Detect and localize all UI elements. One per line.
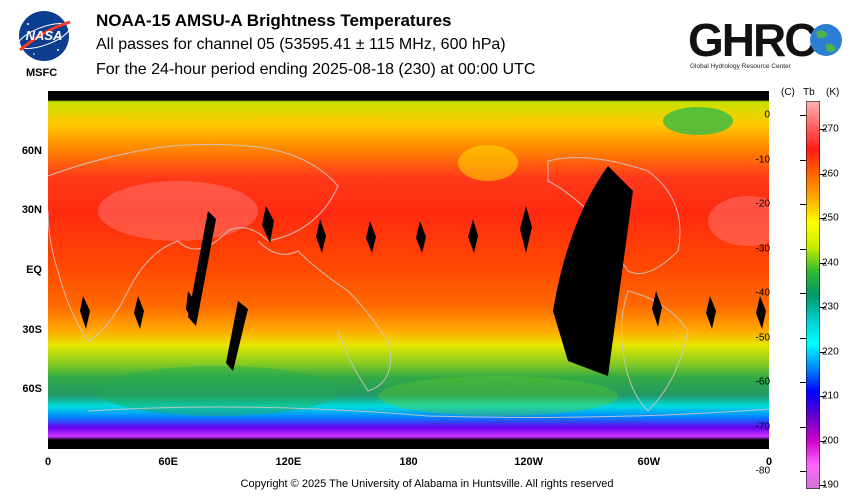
longitude-label: 0 bbox=[44, 456, 52, 468]
colorbar-tick-mark bbox=[800, 471, 806, 472]
longitude-label: 120E bbox=[275, 456, 302, 468]
longitude-label: 60E bbox=[158, 456, 178, 468]
longitude-label: 60W bbox=[637, 456, 661, 468]
colorbar-celsius-tick: -20 bbox=[755, 198, 770, 210]
colorbar-celsius-tick: -30 bbox=[755, 243, 770, 254]
colorbar-kelvin-tick: 190 bbox=[822, 479, 839, 491]
colorbar-kelvin-tick: 200 bbox=[822, 435, 839, 446]
colorbar-tick-mark bbox=[800, 115, 806, 116]
colorbar-tick-mark bbox=[820, 173, 826, 175]
colorbar-tick-mark bbox=[820, 218, 826, 219]
colorbar-tick-mark bbox=[820, 485, 826, 486]
copyright-text: Copyright © 2025 The University of Alaba… bbox=[240, 478, 614, 490]
colorbar-tick-mark bbox=[800, 248, 806, 250]
colorbar-celsius-tick: 0 bbox=[764, 109, 770, 121]
colorbar-celsius-tick: -10 bbox=[755, 154, 770, 165]
colorbar-header-tb: Tb bbox=[803, 87, 815, 98]
colorbar-kelvin-tick: 250 bbox=[822, 212, 839, 224]
colorbar-kelvin-tick: 260 bbox=[822, 168, 839, 179]
colorbar-tick-mark bbox=[800, 382, 806, 383]
colorbar-tick-mark bbox=[820, 440, 826, 442]
msfc-label: MSFC bbox=[26, 67, 58, 79]
colorbar-tick-mark bbox=[800, 337, 806, 339]
colorbar-celsius-tick: -60 bbox=[755, 376, 770, 388]
colorbar-kelvin-tick: 240 bbox=[822, 257, 839, 268]
latitude-label: EQ bbox=[26, 264, 42, 276]
colorbar bbox=[806, 101, 820, 489]
colorbar-tick-mark bbox=[820, 307, 826, 308]
colorbar-tick-mark bbox=[800, 293, 806, 294]
longitude-label: 120W bbox=[514, 456, 544, 468]
latitude-label: 30S bbox=[22, 323, 42, 336]
chart-title: NOAA-15 AMSU-A Brightness Temperatures bbox=[96, 11, 452, 30]
colorbar-celsius-tick: -80 bbox=[755, 465, 770, 477]
nasa-logo-text: NASA bbox=[26, 28, 63, 43]
brightness-temperature-map bbox=[48, 91, 769, 449]
colorbar-header-celsius: (C) bbox=[781, 87, 795, 98]
colorbar-header-kelvin: (K) bbox=[826, 87, 840, 98]
colorbar-kelvin-tick: 210 bbox=[822, 390, 839, 402]
channel-subtitle: All passes for channel 05 (53595.41 ± 11… bbox=[96, 36, 506, 53]
colorbar-kelvin-tick: 230 bbox=[822, 301, 839, 313]
nasa-logo: NASA bbox=[17, 11, 71, 61]
colorbar-celsius-tick: -40 bbox=[755, 287, 770, 299]
longitude-label: 0 bbox=[765, 456, 773, 468]
ghrc-subtitle: Global Hydrology Resource Center bbox=[690, 63, 791, 70]
period-subtitle: For the 24-hour period ending 2025-08-18… bbox=[96, 61, 536, 78]
colorbar-tick-mark bbox=[800, 204, 806, 205]
ghrc-logo-text: GHRC bbox=[688, 14, 816, 66]
colorbar-celsius-tick: -50 bbox=[755, 332, 770, 343]
colorbar-celsius-tick: -70 bbox=[755, 421, 770, 432]
latitude-label: 60N bbox=[21, 144, 42, 157]
latitude-label: 30N bbox=[21, 204, 42, 217]
colorbar-tick-mark bbox=[820, 396, 826, 397]
colorbar-tick-mark bbox=[800, 426, 806, 428]
colorbar-kelvin-tick: 220 bbox=[822, 346, 839, 357]
colorbar-kelvin-tick: 270 bbox=[822, 123, 839, 135]
longitude-label: 180 bbox=[399, 456, 418, 468]
colorbar-tick-mark bbox=[820, 351, 826, 353]
latitude-label: 60S bbox=[22, 383, 42, 396]
colorbar-tick-mark bbox=[820, 262, 826, 264]
colorbar-tick-mark bbox=[800, 159, 806, 161]
ghrc-logo: GHRC bbox=[688, 14, 842, 66]
colorbar-tick-mark bbox=[820, 129, 826, 130]
